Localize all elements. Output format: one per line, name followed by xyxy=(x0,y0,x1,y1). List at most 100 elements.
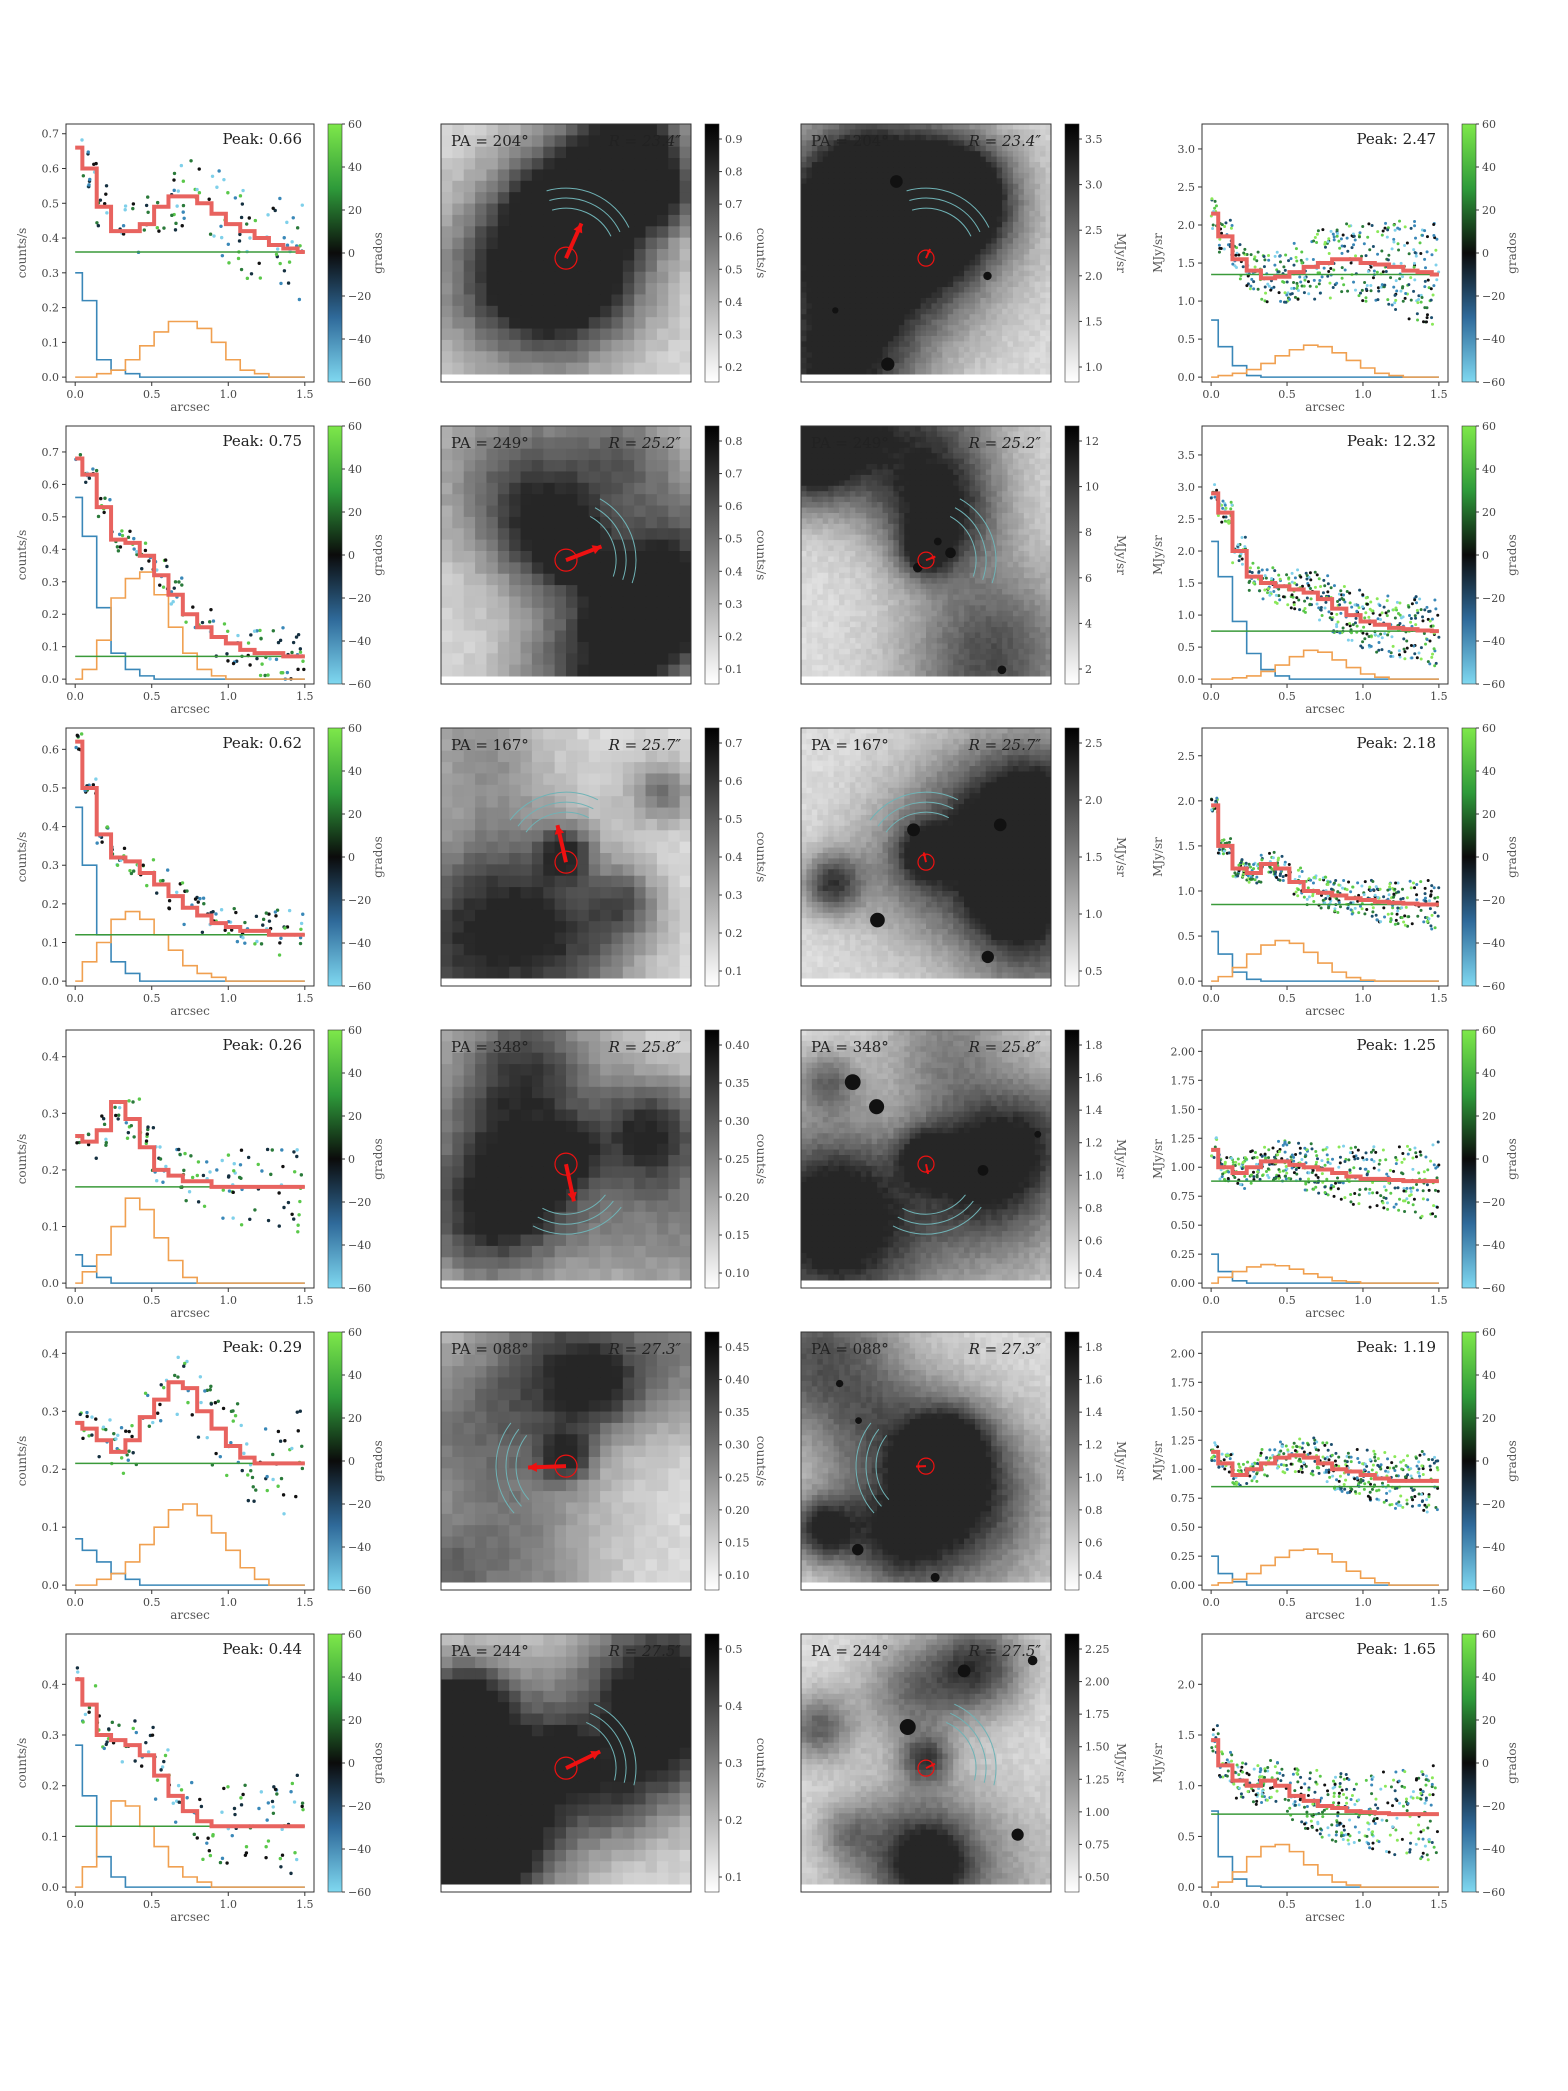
image-pixel xyxy=(817,308,824,315)
image-pixel xyxy=(953,183,960,190)
image-pixel xyxy=(486,551,499,563)
image-pixel xyxy=(969,232,976,239)
image-pixel xyxy=(543,516,556,529)
image-pixel xyxy=(893,249,900,255)
image-pixel xyxy=(980,502,987,509)
image-pixel xyxy=(898,540,905,547)
image-pixel xyxy=(991,172,998,179)
image-pixel xyxy=(588,271,601,284)
image-pixel xyxy=(1023,156,1030,163)
scatter-point xyxy=(245,222,249,226)
image-pixel xyxy=(441,585,453,597)
image-pixel xyxy=(974,346,981,353)
image-pixel xyxy=(947,162,954,168)
image-pixel xyxy=(882,502,889,509)
image-pixel xyxy=(860,221,867,228)
image-pixel xyxy=(1045,276,1052,283)
image-pixel xyxy=(915,330,922,337)
image-pixel xyxy=(1012,205,1019,212)
image-pixel xyxy=(920,265,927,272)
image-pixel xyxy=(887,145,894,152)
image-pixel xyxy=(1012,464,1019,470)
image-pixel xyxy=(1045,464,1052,470)
fit-step-line xyxy=(75,145,305,254)
image-pixel xyxy=(475,539,487,552)
scatter-point xyxy=(1331,286,1335,290)
image-pixel xyxy=(980,529,987,536)
image-pixel xyxy=(509,528,522,541)
image-pixel xyxy=(980,249,987,255)
scatter-point xyxy=(1368,248,1372,252)
image-pixel xyxy=(887,205,894,212)
image-pixel xyxy=(520,249,533,261)
image-pixel xyxy=(801,167,807,174)
image-pixel xyxy=(996,496,1003,503)
image-pixel xyxy=(866,319,873,326)
scatter-point xyxy=(1425,250,1429,254)
image-pixel xyxy=(600,158,612,170)
image-pixel xyxy=(974,145,981,152)
image-pixel xyxy=(849,216,856,223)
image-pixel xyxy=(969,200,976,207)
image-pixel xyxy=(926,156,932,163)
colorbar-label: grados xyxy=(371,534,385,576)
image-pixel xyxy=(817,134,824,141)
image-pixel xyxy=(904,352,911,359)
image-pixel xyxy=(1040,183,1047,190)
image-pixel xyxy=(844,172,851,179)
image-pixel xyxy=(486,203,499,216)
image-pixel xyxy=(833,281,840,288)
image-pixel xyxy=(980,346,987,353)
image-pixel xyxy=(611,124,624,136)
image-pixel xyxy=(871,534,878,541)
image-pixel xyxy=(833,458,840,465)
image-pixel xyxy=(942,529,949,536)
image-pixel xyxy=(520,448,533,461)
image-pixel xyxy=(497,494,510,507)
image-pixel xyxy=(554,339,567,352)
scatter-point xyxy=(1264,291,1268,295)
image-pixel xyxy=(822,140,829,147)
image-pixel xyxy=(1012,502,1019,509)
image-pixel xyxy=(828,436,835,443)
image-pixel xyxy=(801,523,807,530)
image-pixel xyxy=(920,341,927,348)
image-pixel xyxy=(974,447,981,454)
scatter-point xyxy=(1238,277,1242,281)
image-pixel xyxy=(811,341,818,348)
scatter-point xyxy=(300,203,304,207)
scatter-point xyxy=(258,276,263,280)
image-pixel xyxy=(980,124,987,130)
image-pixel xyxy=(656,516,669,529)
image-pixel xyxy=(486,630,499,643)
scatter-point xyxy=(301,659,305,663)
image-pixel xyxy=(463,124,476,136)
image-pixel xyxy=(915,529,922,536)
image-pixel xyxy=(904,529,911,536)
image-pixel xyxy=(866,474,873,481)
image-pixel xyxy=(1029,281,1036,288)
image-pixel xyxy=(980,243,987,250)
image-pixel xyxy=(566,585,578,597)
image-pixel xyxy=(801,151,807,158)
image-pixel xyxy=(801,341,807,348)
image-pixel xyxy=(931,134,938,141)
image-pixel xyxy=(486,124,499,136)
image-pixel xyxy=(942,276,949,283)
peak-label: Peak: 0.75 xyxy=(222,432,302,450)
scatter-point xyxy=(1289,257,1293,261)
source-marker xyxy=(917,249,935,267)
scatter-point xyxy=(99,496,103,501)
image-pixel xyxy=(828,346,835,353)
image-pixel xyxy=(969,496,976,503)
image-pixel xyxy=(898,485,905,492)
image-pixel xyxy=(953,129,960,136)
image-pixel xyxy=(887,335,894,342)
image-pixel xyxy=(656,317,669,330)
arc-contour xyxy=(906,187,990,228)
image-pixel xyxy=(860,496,867,503)
image-pixel xyxy=(566,539,578,552)
image-pixel xyxy=(801,346,807,353)
scatter-point xyxy=(1407,283,1411,287)
image-pixel xyxy=(806,426,813,432)
